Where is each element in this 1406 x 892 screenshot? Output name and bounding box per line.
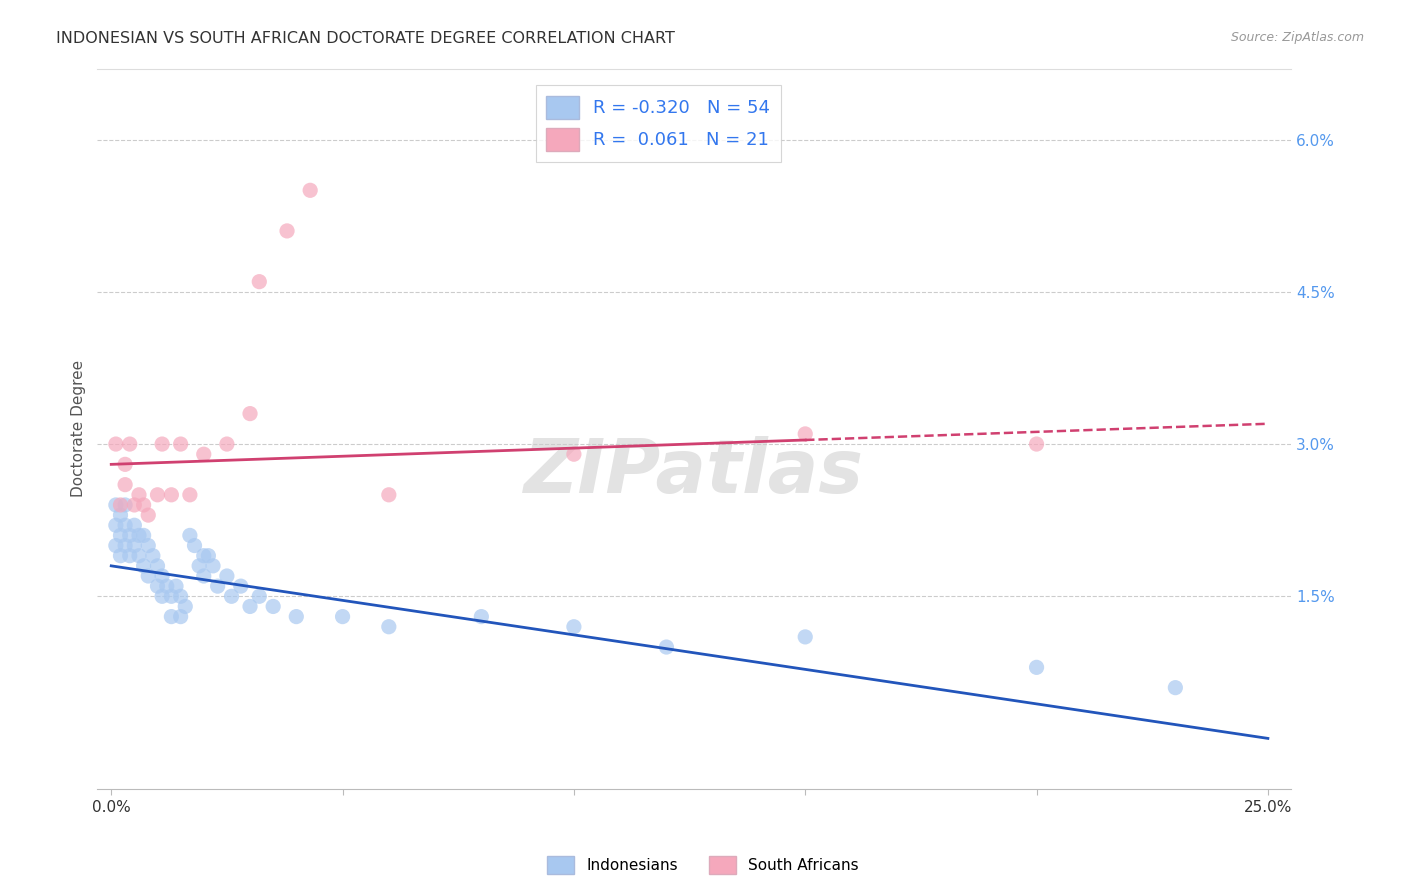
Point bbox=[104, 518, 127, 533]
Point bbox=[197, 549, 219, 563]
Point bbox=[1164, 681, 1187, 695]
Point bbox=[221, 589, 243, 603]
Point bbox=[276, 224, 298, 238]
Point bbox=[169, 437, 191, 451]
Point bbox=[179, 528, 201, 542]
Point bbox=[110, 508, 132, 522]
Point bbox=[215, 569, 238, 583]
Point bbox=[247, 589, 270, 603]
Point bbox=[104, 539, 127, 553]
Point bbox=[150, 437, 173, 451]
Point bbox=[794, 426, 817, 441]
Point bbox=[110, 528, 132, 542]
Point bbox=[193, 549, 215, 563]
Point bbox=[132, 498, 155, 512]
Point bbox=[160, 488, 183, 502]
Point bbox=[183, 539, 205, 553]
Text: ZIPatlas: ZIPatlas bbox=[524, 435, 865, 508]
Point bbox=[124, 498, 146, 512]
Point bbox=[114, 539, 136, 553]
Point bbox=[156, 579, 179, 593]
Point bbox=[262, 599, 284, 614]
Point bbox=[104, 437, 127, 451]
Legend: R = -0.320   N = 54, R =  0.061   N = 21: R = -0.320 N = 54, R = 0.061 N = 21 bbox=[536, 85, 782, 161]
Point bbox=[193, 569, 215, 583]
Point bbox=[132, 528, 155, 542]
Point bbox=[146, 488, 169, 502]
Point bbox=[794, 630, 817, 644]
Point bbox=[136, 569, 159, 583]
Point bbox=[160, 609, 183, 624]
Point bbox=[114, 477, 136, 491]
Point bbox=[562, 620, 585, 634]
Legend: Indonesians, South Africans: Indonesians, South Africans bbox=[541, 850, 865, 880]
Point bbox=[146, 579, 169, 593]
Point bbox=[247, 275, 270, 289]
Point bbox=[110, 549, 132, 563]
Point bbox=[118, 549, 141, 563]
Y-axis label: Doctorate Degree: Doctorate Degree bbox=[72, 360, 86, 498]
Point bbox=[378, 488, 401, 502]
Point bbox=[229, 579, 252, 593]
Point bbox=[215, 437, 238, 451]
Point bbox=[1025, 660, 1047, 674]
Point bbox=[193, 447, 215, 461]
Point bbox=[128, 488, 150, 502]
Point bbox=[299, 183, 322, 197]
Point bbox=[160, 589, 183, 603]
Point bbox=[188, 558, 211, 573]
Point bbox=[179, 488, 201, 502]
Point bbox=[132, 558, 155, 573]
Point bbox=[114, 518, 136, 533]
Point bbox=[174, 599, 197, 614]
Point bbox=[562, 447, 585, 461]
Point bbox=[378, 620, 401, 634]
Point bbox=[332, 609, 354, 624]
Text: INDONESIAN VS SOUTH AFRICAN DOCTORATE DEGREE CORRELATION CHART: INDONESIAN VS SOUTH AFRICAN DOCTORATE DE… bbox=[56, 31, 675, 46]
Point bbox=[169, 609, 191, 624]
Text: Source: ZipAtlas.com: Source: ZipAtlas.com bbox=[1230, 31, 1364, 45]
Point bbox=[128, 528, 150, 542]
Point bbox=[128, 549, 150, 563]
Point bbox=[470, 609, 492, 624]
Point bbox=[150, 569, 173, 583]
Point bbox=[1025, 437, 1047, 451]
Point bbox=[110, 498, 132, 512]
Point bbox=[146, 558, 169, 573]
Point bbox=[165, 579, 187, 593]
Point bbox=[114, 458, 136, 472]
Point bbox=[655, 640, 678, 654]
Point bbox=[124, 539, 146, 553]
Point bbox=[124, 518, 146, 533]
Point bbox=[285, 609, 308, 624]
Point bbox=[104, 498, 127, 512]
Point bbox=[118, 528, 141, 542]
Point bbox=[136, 508, 159, 522]
Point bbox=[239, 599, 262, 614]
Point bbox=[136, 539, 159, 553]
Point bbox=[118, 437, 141, 451]
Point bbox=[169, 589, 191, 603]
Point bbox=[202, 558, 225, 573]
Point bbox=[239, 407, 262, 421]
Point bbox=[142, 549, 165, 563]
Point bbox=[207, 579, 229, 593]
Point bbox=[150, 589, 173, 603]
Point bbox=[114, 498, 136, 512]
